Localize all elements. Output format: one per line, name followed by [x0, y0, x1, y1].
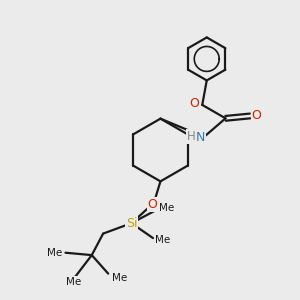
- Text: Me: Me: [66, 277, 82, 287]
- Text: H: H: [187, 130, 196, 143]
- Text: O: O: [148, 197, 158, 211]
- Text: Me: Me: [112, 273, 127, 283]
- Text: O: O: [189, 97, 199, 110]
- Text: Me: Me: [155, 235, 171, 244]
- Text: Si: Si: [126, 217, 137, 230]
- Text: Me: Me: [159, 203, 175, 213]
- Text: Me: Me: [47, 248, 62, 258]
- Text: N: N: [196, 131, 205, 144]
- Text: O: O: [252, 110, 262, 122]
